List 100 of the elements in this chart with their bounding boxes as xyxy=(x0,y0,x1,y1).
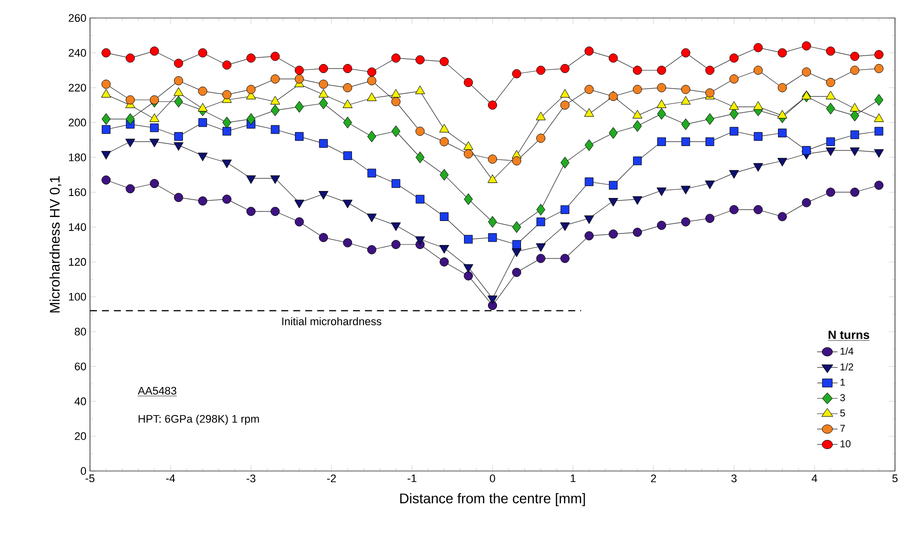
point xyxy=(754,43,763,52)
point xyxy=(705,88,714,98)
point xyxy=(730,126,738,136)
point xyxy=(198,118,208,127)
point xyxy=(440,57,449,66)
point xyxy=(657,83,666,92)
point xyxy=(343,116,352,128)
point xyxy=(222,194,232,204)
point xyxy=(584,177,594,186)
point xyxy=(367,168,376,178)
point xyxy=(850,102,860,112)
point xyxy=(270,96,280,105)
point xyxy=(270,206,280,216)
point xyxy=(584,84,594,94)
point xyxy=(826,188,836,197)
point xyxy=(464,193,473,206)
y-tick-label: 260 xyxy=(68,14,86,22)
point xyxy=(318,232,328,242)
point xyxy=(270,175,280,184)
point xyxy=(342,200,353,208)
point xyxy=(826,137,835,146)
point xyxy=(294,101,304,113)
point xyxy=(632,120,642,132)
point xyxy=(174,96,183,108)
legend-label: 1/4 xyxy=(840,347,854,355)
point xyxy=(488,100,498,110)
point xyxy=(802,41,812,50)
legend-label: 5 xyxy=(840,410,845,417)
point xyxy=(874,50,884,60)
point xyxy=(560,254,570,263)
point xyxy=(778,83,787,92)
point xyxy=(826,90,836,100)
point xyxy=(246,84,256,94)
point xyxy=(246,54,256,63)
point xyxy=(319,98,328,110)
legend-label: 3 xyxy=(840,394,845,402)
point xyxy=(874,180,884,190)
y-tick-label: 120 xyxy=(69,258,86,266)
point xyxy=(584,215,594,224)
y-tick-label: 220 xyxy=(68,84,86,92)
legend-label: 1/2 xyxy=(840,363,854,370)
point xyxy=(560,156,570,168)
point xyxy=(754,132,762,141)
point xyxy=(416,55,425,64)
point xyxy=(706,137,714,146)
point xyxy=(440,137,449,146)
point xyxy=(560,205,570,214)
point xyxy=(802,198,812,208)
point xyxy=(850,66,860,75)
point xyxy=(440,257,449,266)
y-tick-label: 180 xyxy=(69,154,86,162)
x-tick-label: -1 xyxy=(408,474,416,482)
annotation: AA5483 xyxy=(138,386,176,395)
point xyxy=(778,212,787,222)
point xyxy=(246,175,256,184)
point xyxy=(464,78,473,88)
point xyxy=(174,58,184,68)
point xyxy=(729,54,739,63)
point xyxy=(415,86,425,94)
y-axis-title: Microhardness HV 0,1 xyxy=(49,176,62,312)
y-tick-label: 0 xyxy=(80,467,86,475)
y-tick-label: 40 xyxy=(74,397,86,406)
point xyxy=(632,84,642,94)
point xyxy=(415,236,425,245)
annotation: HPT: 6GPa (298K) 1 rpm xyxy=(138,414,259,425)
x-tick-label: 2 xyxy=(651,474,656,482)
point xyxy=(270,52,280,61)
point xyxy=(729,205,739,214)
point xyxy=(149,138,160,148)
point xyxy=(657,66,666,75)
point xyxy=(729,101,739,110)
y-tick-label: 20 xyxy=(74,432,86,440)
point xyxy=(874,94,884,106)
point xyxy=(101,89,112,98)
point xyxy=(754,205,763,214)
point xyxy=(343,151,352,160)
point xyxy=(270,125,280,134)
point xyxy=(777,110,788,118)
point xyxy=(126,184,135,194)
point xyxy=(536,218,546,226)
point xyxy=(608,229,618,239)
point xyxy=(222,90,232,100)
point xyxy=(366,92,377,102)
point xyxy=(464,271,473,280)
point xyxy=(416,126,425,136)
legend-label: 10 xyxy=(840,440,851,448)
point xyxy=(174,76,184,86)
point xyxy=(294,200,304,208)
point xyxy=(343,64,352,74)
point xyxy=(608,180,618,190)
point xyxy=(560,100,570,110)
point xyxy=(464,234,473,244)
point xyxy=(512,268,522,277)
point xyxy=(318,64,328,74)
point xyxy=(102,175,111,185)
point xyxy=(391,222,401,231)
point xyxy=(681,48,690,58)
point xyxy=(101,150,112,160)
point xyxy=(705,113,714,125)
point xyxy=(512,69,522,78)
